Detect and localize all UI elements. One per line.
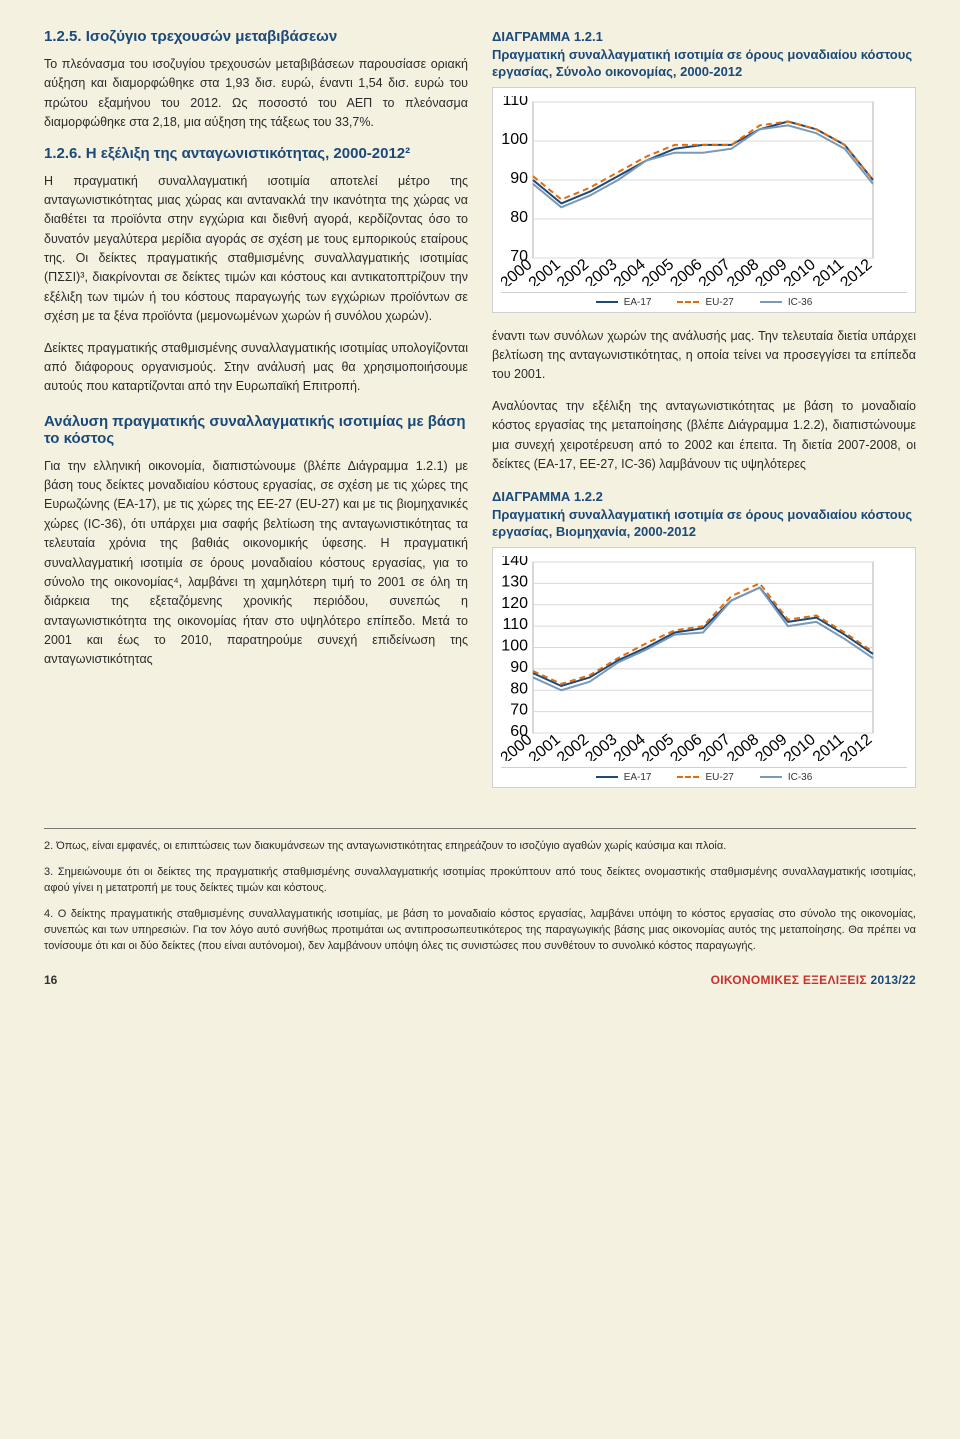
chart2-legend: EA-17 EU-27 IC-36 (501, 767, 907, 783)
svg-text:80: 80 (510, 209, 528, 226)
legend-item: EU-27 (677, 772, 733, 783)
svg-text:100: 100 (501, 131, 528, 148)
legend-label: EA-17 (624, 772, 652, 783)
legend-item: EU-27 (677, 297, 733, 308)
chart1-svg: 7080901001102000200120022003200420052006… (501, 96, 881, 286)
chart1-legend: EA-17 EU-27 IC-36 (501, 292, 907, 308)
page-number: 16 (44, 973, 57, 987)
svg-text:100: 100 (501, 637, 528, 654)
legend-item: EA-17 (596, 772, 652, 783)
svg-text:110: 110 (502, 96, 528, 109)
legend-label: EU-27 (705, 772, 733, 783)
svg-text:80: 80 (510, 680, 528, 697)
footnote-2: 2. Όπως, είναι εμφανές, οι επιπτώσεις τω… (44, 839, 916, 855)
subsection-cost-title: Ανάλυση πραγματικής συναλλαγματικής ισοτ… (44, 413, 468, 447)
chart2-container: 6070809010011012013014020002001200220032… (492, 547, 916, 788)
footnote-separator (44, 828, 916, 829)
chart1-title-line1: ΔΙΑΓΡΑΜΜΑ 1.2.1 (492, 28, 916, 46)
chart1-title: ΔΙΑΓΡΑΜΜΑ 1.2.1 Πραγματική συναλλαγματικ… (492, 28, 916, 81)
para-5: έναντι των συνόλων χωρών της ανάλυσής μα… (492, 327, 916, 385)
section-126-title: 1.2.6. Η εξέλιξη της ανταγωνιστικότητας,… (44, 145, 468, 162)
legend-label: EA-17 (624, 297, 652, 308)
legend-item: IC-36 (760, 297, 812, 308)
legend-swatch (677, 301, 699, 303)
publication-year: 2013/22 (871, 973, 916, 987)
svg-text:90: 90 (510, 170, 528, 187)
para-2: Η πραγματική συναλλαγματική ισοτιμία απο… (44, 172, 468, 327)
page: 1.2.5. Ισοζύγιο τρεχουσών μεταβιβάσεων Τ… (0, 0, 960, 1005)
chart1-container: 7080901001102000200120022003200420052006… (492, 87, 916, 313)
chart2-title: ΔΙΑΓΡΑΜΜΑ 1.2.2 Πραγματική συναλλαγματικ… (492, 488, 916, 541)
legend-label: IC-36 (788, 297, 812, 308)
footnotes: 2. Όπως, είναι εμφανές, οι επιπτώσεις τω… (44, 839, 916, 955)
svg-text:70: 70 (510, 702, 528, 719)
section-125-title: 1.2.5. Ισοζύγιο τρεχουσών μεταβιβάσεων (44, 28, 468, 45)
chart2-title-line2: Πραγματική συναλλαγματική ισοτιμία σε όρ… (492, 507, 912, 540)
legend-swatch (760, 301, 782, 303)
svg-text:90: 90 (510, 659, 528, 676)
svg-text:120: 120 (501, 595, 528, 612)
legend-label: EU-27 (705, 297, 733, 308)
chart2-title-line1: ΔΙΑΓΡΑΜΜΑ 1.2.2 (492, 488, 916, 506)
chart1-title-line2: Πραγματική συναλλαγματική ισοτιμία σε όρ… (492, 47, 912, 80)
two-column-layout: 1.2.5. Ισοζύγιο τρεχουσών μεταβιβάσεων Τ… (44, 28, 916, 802)
para-3: Δείκτες πραγματικής σταθμισμένης συναλλα… (44, 339, 468, 397)
legend-swatch (677, 776, 699, 778)
right-column: ΔΙΑΓΡΑΜΜΑ 1.2.1 Πραγματική συναλλαγματικ… (492, 28, 916, 802)
svg-text:110: 110 (502, 616, 528, 633)
svg-text:140: 140 (501, 556, 528, 569)
left-column: 1.2.5. Ισοζύγιο τρεχουσών μεταβιβάσεων Τ… (44, 28, 468, 802)
legend-swatch (596, 776, 618, 778)
publication-name: ΟΙΚΟΝΟΜΙΚΕΣ ΕΞΕΛΙΞΕΙΣ (711, 973, 867, 987)
para-6: Αναλύοντας την εξέλιξη της ανταγωνιστικό… (492, 397, 916, 475)
footnote-4: 4. Ο δείκτης πραγματικής σταθμισμένης συ… (44, 907, 916, 955)
para-4: Για την ελληνική οικονομία, διαπιστώνουμ… (44, 457, 468, 670)
page-footer: 16 ΟΙΚΟΝΟΜΙΚΕΣ ΕΞΕΛΙΞΕΙΣ 2013/22 (44, 973, 916, 987)
legend-swatch (596, 301, 618, 303)
svg-text:130: 130 (501, 573, 528, 590)
footnote-3: 3. Σημειώνουμε ότι οι δείκτες της πραγμα… (44, 865, 916, 897)
legend-label: IC-36 (788, 772, 812, 783)
para-1: Το πλεόνασμα του ισοζυγίου τρεχουσών μετ… (44, 55, 468, 133)
publication-label: ΟΙΚΟΝΟΜΙΚΕΣ ΕΞΕΛΙΞΕΙΣ 2013/22 (711, 973, 916, 987)
legend-item: IC-36 (760, 772, 812, 783)
chart2-svg: 6070809010011012013014020002001200220032… (501, 556, 881, 761)
legend-item: EA-17 (596, 297, 652, 308)
legend-swatch (760, 776, 782, 778)
